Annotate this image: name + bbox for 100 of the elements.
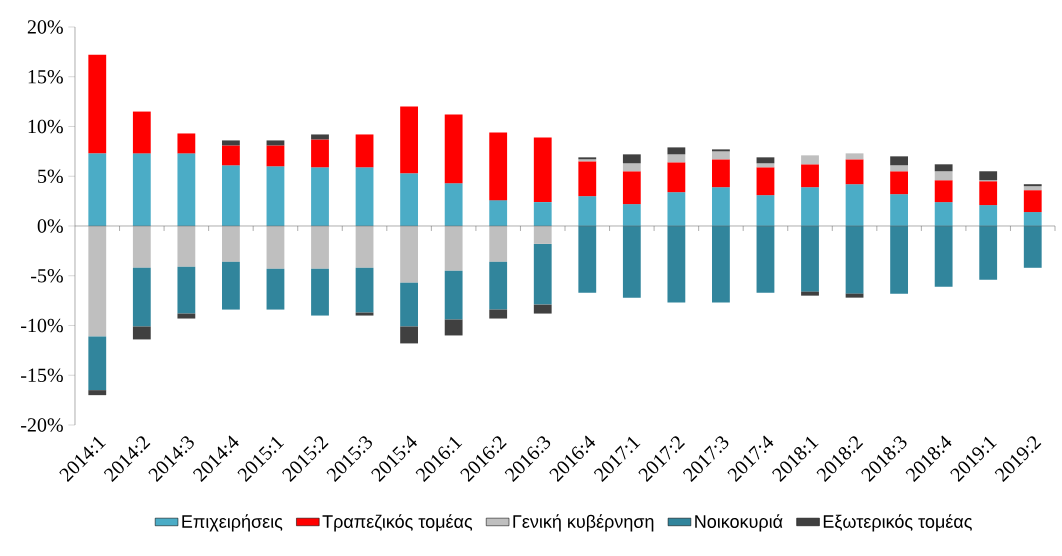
bar bbox=[88, 153, 107, 226]
y-tick-label: 0% bbox=[37, 219, 63, 233]
bar bbox=[88, 390, 107, 396]
bar bbox=[1023, 226, 1042, 268]
bar bbox=[712, 187, 730, 226]
bar bbox=[311, 167, 329, 226]
bar bbox=[667, 162, 686, 193]
bar bbox=[533, 243, 552, 305]
bar bbox=[311, 134, 329, 140]
bar bbox=[266, 268, 285, 310]
bar bbox=[132, 226, 151, 268]
bar bbox=[400, 226, 419, 283]
y-tick-label: 20% bbox=[27, 20, 63, 34]
legend-label: Επιχειρήσεις bbox=[182, 514, 283, 532]
bar bbox=[979, 205, 998, 226]
bar bbox=[801, 164, 819, 188]
bar bbox=[1023, 190, 1042, 213]
bar bbox=[845, 293, 864, 298]
bar bbox=[801, 187, 819, 226]
bar bbox=[444, 270, 463, 320]
bar bbox=[533, 304, 552, 314]
bar bbox=[578, 226, 597, 293]
bar bbox=[444, 114, 463, 184]
bar bbox=[311, 139, 329, 168]
bar bbox=[489, 309, 508, 319]
bar bbox=[489, 132, 508, 201]
bar bbox=[177, 266, 196, 314]
bar bbox=[756, 167, 775, 196]
bar bbox=[355, 134, 374, 168]
bar bbox=[578, 161, 597, 197]
bar bbox=[979, 226, 998, 280]
bar bbox=[890, 156, 909, 166]
bar bbox=[132, 111, 151, 154]
bar bbox=[890, 165, 909, 172]
bar bbox=[400, 282, 419, 327]
bar bbox=[222, 165, 240, 226]
bar bbox=[756, 163, 775, 168]
bar bbox=[400, 106, 419, 174]
bar bbox=[400, 173, 419, 226]
bar bbox=[311, 226, 329, 269]
bar bbox=[489, 200, 508, 226]
bar bbox=[222, 140, 240, 146]
bar bbox=[355, 312, 374, 316]
bar bbox=[1023, 184, 1042, 187]
bar bbox=[934, 226, 953, 287]
bar bbox=[266, 166, 285, 226]
bar bbox=[979, 181, 998, 206]
bar bbox=[533, 202, 552, 226]
bar bbox=[266, 226, 285, 269]
bar bbox=[177, 133, 196, 154]
legend-label: Εξωτερικός τομέας bbox=[823, 514, 972, 532]
bar bbox=[444, 319, 463, 336]
bar bbox=[1023, 186, 1042, 191]
y-tick-label: 15% bbox=[28, 69, 63, 84]
bar bbox=[801, 226, 819, 292]
bar bbox=[890, 194, 909, 226]
bar bbox=[756, 157, 775, 164]
bar bbox=[533, 137, 552, 203]
y-tick-label: -10% bbox=[21, 318, 63, 333]
y-tick-label: 5% bbox=[38, 169, 63, 184]
bar bbox=[801, 155, 819, 165]
bar bbox=[489, 261, 508, 310]
bar bbox=[355, 167, 374, 226]
bar bbox=[489, 226, 508, 262]
y-tick-label: 10% bbox=[28, 119, 63, 134]
bar bbox=[712, 226, 730, 303]
bar bbox=[311, 268, 329, 316]
legend-label: Γενική κυβέρνηση bbox=[513, 514, 654, 532]
bar bbox=[845, 159, 864, 185]
bar bbox=[444, 226, 463, 271]
y-tick-label: -5% bbox=[31, 268, 63, 283]
bar bbox=[622, 163, 641, 172]
bar bbox=[177, 226, 196, 267]
bar bbox=[177, 313, 196, 319]
bar bbox=[132, 326, 151, 340]
bar bbox=[712, 159, 730, 188]
bar bbox=[934, 180, 953, 203]
bar bbox=[934, 164, 953, 172]
bar bbox=[756, 195, 775, 226]
bar bbox=[1023, 212, 1042, 226]
bar bbox=[890, 171, 909, 195]
bar bbox=[578, 196, 597, 226]
bar bbox=[444, 183, 463, 226]
bar bbox=[88, 54, 107, 154]
bar bbox=[890, 226, 909, 294]
bar bbox=[845, 184, 864, 226]
bar bbox=[88, 336, 107, 391]
bar bbox=[132, 267, 151, 327]
bar bbox=[266, 145, 285, 167]
bar bbox=[222, 226, 240, 262]
bar bbox=[622, 226, 641, 298]
bar bbox=[979, 171, 998, 181]
bar bbox=[667, 192, 686, 226]
bar bbox=[667, 154, 686, 163]
bar bbox=[355, 226, 374, 268]
legend-label: Νοικοκυριά bbox=[695, 514, 783, 532]
bar bbox=[934, 171, 953, 181]
legend-label: Τραπεζικός τομέας bbox=[322, 514, 473, 532]
bar bbox=[400, 326, 419, 344]
bar bbox=[222, 261, 240, 310]
